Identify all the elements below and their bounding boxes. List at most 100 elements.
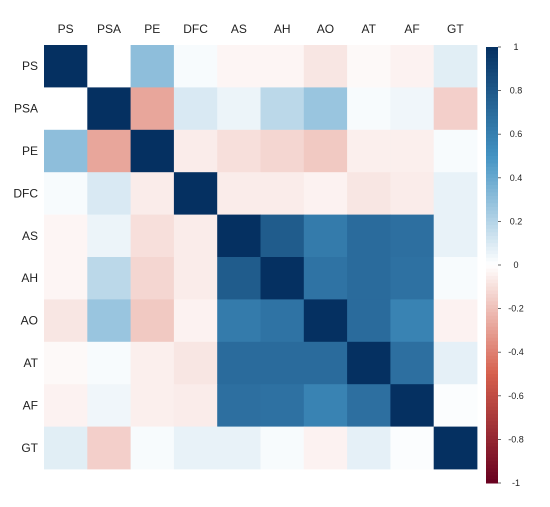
x-tick-label: AT: [362, 22, 377, 36]
colorbar-segment: [486, 90, 498, 95]
colorbar-segment: [486, 334, 498, 339]
colorbar-segment: [486, 108, 498, 113]
heatmap-cell-ah-ah: [260, 257, 305, 300]
colorbar-segment: [486, 363, 498, 368]
heatmap-cell-psa-as: [217, 87, 261, 131]
heatmap-cell-psa-at: [347, 87, 391, 131]
heatmap-cell-pe-ps: [44, 129, 88, 173]
colorbar-segment: [486, 76, 498, 81]
colorbar-segment: [486, 344, 498, 350]
colorbar-segment: [486, 283, 498, 288]
heatmap-cell-ps-ao: [303, 45, 348, 88]
colorbar-segment: [486, 177, 498, 182]
colorbar-tick-label: 1: [513, 42, 518, 52]
colorbar-segment: [486, 159, 498, 164]
colorbar-segment: [486, 163, 498, 168]
colorbar-segment: [486, 185, 498, 190]
colorbar-segment: [486, 170, 498, 175]
colorbar-tick-label: 0.2: [510, 216, 523, 226]
heatmap-cell-at-psa: [87, 341, 131, 385]
heatmap-cell-af-psa: [87, 384, 131, 427]
heatmap-cell-ah-dfc: [173, 257, 218, 300]
heatmap-cell-psa-af: [390, 87, 435, 131]
colorbar-segment: [486, 290, 498, 295]
colorbar-segment: [486, 413, 498, 419]
heatmap-cell-at-at: [347, 341, 391, 385]
colorbar-segment: [486, 61, 498, 66]
x-tick-label: PE: [144, 22, 160, 36]
colorbar-segment: [486, 468, 498, 473]
colorbar-segment: [486, 126, 498, 132]
colorbar-tick-label: -0.2: [508, 304, 524, 314]
y-axis-labels: PS PSA PE DFC AS AH AO AT AF GT: [13, 59, 38, 455]
heatmap-cell-dfc-ps: [44, 172, 88, 215]
heatmap-cell-psa-pe: [130, 87, 175, 131]
colorbar-segment: [486, 79, 498, 84]
heatmap-cell-ps-dfc: [173, 45, 218, 88]
heatmap-cell-pe-as: [217, 129, 261, 173]
colorbar-segment: [486, 265, 498, 270]
heatmap-cell-ah-ps: [44, 257, 88, 300]
colorbar-segment: [486, 57, 498, 63]
heatmap-cell-dfc-gt: [433, 172, 478, 215]
colorbar-segment: [486, 152, 498, 157]
y-tick-label: AH: [21, 271, 38, 285]
x-tick-label: DFC: [183, 22, 208, 36]
y-tick-label: AS: [22, 229, 38, 243]
heatmap-cell-gt-dfc: [173, 426, 218, 470]
heatmap-cell-ah-pe: [130, 257, 175, 300]
colorbar-segment: [486, 50, 498, 55]
heatmap-cell-psa-dfc: [173, 87, 218, 131]
heatmap-cells: [44, 45, 478, 470]
colorbar-segment: [486, 443, 498, 448]
colorbar-segment: [486, 181, 498, 186]
heatmap-cell-gt-pe: [130, 426, 175, 470]
heatmap-cell-gt-ps: [44, 426, 88, 470]
heatmap-cell-pe-gt: [433, 129, 478, 173]
colorbar-segment: [486, 206, 498, 211]
colorbar-segment: [486, 203, 498, 208]
colorbar-segment: [486, 145, 498, 150]
colorbar-segment: [486, 406, 498, 411]
colorbar-segment: [486, 116, 498, 121]
heatmap-cell-as-af: [390, 214, 435, 258]
colorbar-segment: [486, 464, 498, 469]
heatmap-cell-ao-ao: [303, 299, 348, 343]
colorbar-segment: [486, 323, 498, 328]
colorbar-segment: [486, 228, 498, 233]
colorbar-tick-label: 0.6: [510, 129, 523, 139]
colorbar-segment: [486, 94, 498, 99]
x-tick-label: AF: [404, 22, 419, 36]
colorbar-segment: [486, 86, 498, 92]
colorbar-segment: [486, 188, 498, 193]
heatmap-cell-at-pe: [130, 341, 175, 385]
colorbar-segment: [486, 112, 498, 117]
colorbar-tick-label: -0.6: [508, 391, 524, 401]
heatmap-cell-ps-ps: [44, 45, 88, 88]
heatmap-cell-as-psa: [87, 214, 131, 258]
heatmap-cell-at-gt: [433, 341, 478, 385]
heatmap-cell-gt-psa: [87, 426, 131, 470]
colorbar-segment: [486, 439, 498, 444]
colorbar-segment: [486, 446, 498, 451]
colorbar-segment: [486, 374, 498, 379]
heatmap-cell-ao-at: [347, 299, 391, 343]
heatmap-cell-gt-ao: [303, 426, 348, 470]
colorbar-segment: [486, 304, 498, 310]
x-tick-label: AO: [317, 22, 334, 36]
x-tick-label: PSA: [97, 22, 121, 36]
colorbar-segment: [486, 330, 498, 335]
colorbar-segment: [486, 326, 498, 331]
heatmap-cell-at-as: [217, 341, 261, 385]
colorbar-segment: [486, 417, 498, 422]
heatmap-cell-at-dfc: [173, 341, 218, 385]
colorbar-segment: [486, 399, 498, 404]
colorbar-tick-label: 0.4: [510, 173, 523, 183]
heatmap-cell-as-pe: [130, 214, 175, 258]
heatmap-cell-ps-af: [390, 45, 435, 88]
heatmap-cell-ps-as: [217, 45, 261, 88]
colorbar-segment: [486, 83, 498, 88]
heatmap-cell-ah-ao: [303, 257, 348, 300]
heatmap-cell-ps-at: [347, 45, 391, 88]
colorbar-segment: [486, 381, 498, 386]
